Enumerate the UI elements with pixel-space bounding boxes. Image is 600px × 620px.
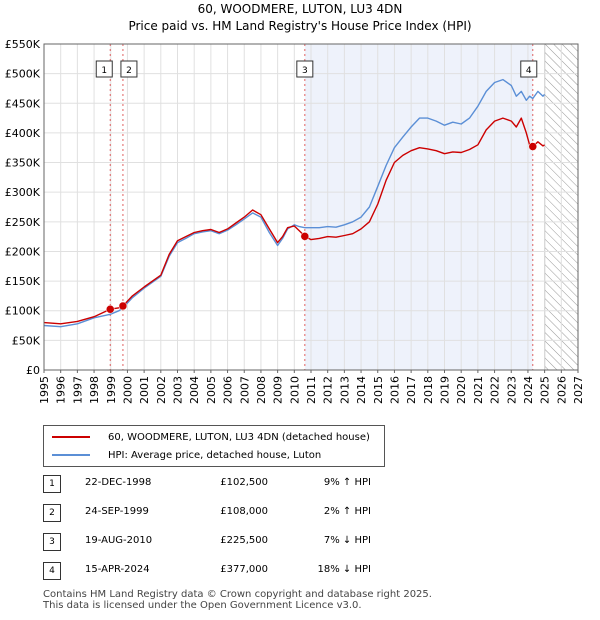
y-tick-label: £150K	[5, 275, 41, 288]
legend-label-property: 60, WOODMERE, LUTON, LU3 4DN (detached h…	[108, 431, 370, 443]
y-tick-label: £300K	[5, 186, 41, 199]
price-chart: 60, WOODMERE, LUTON, LU3 4DN Price paid …	[5, 2, 585, 404]
x-tick-label: 2015	[372, 376, 385, 404]
transaction-label-2: 2	[120, 60, 138, 78]
transaction-price: £102,500	[220, 477, 268, 488]
x-tick-label: 1999	[105, 376, 118, 404]
series-line-property	[43, 117, 545, 325]
x-tick-label: 2024	[522, 376, 535, 404]
y-tick-label: £50K	[12, 334, 41, 347]
transaction-number-1: 1	[43, 475, 61, 493]
transaction-date: 19-AUG-2010	[85, 535, 153, 546]
legend-item-property: 60, WOODMERE, LUTON, LU3 4DN (detached h…	[52, 429, 370, 445]
transaction-hpi: 2% ↑ HPI	[323, 506, 371, 517]
x-tick-label: 2012	[322, 376, 335, 404]
x-tick-label: 2002	[155, 376, 168, 404]
x-tick-label: 2025	[539, 376, 552, 404]
transaction-date: 15-APR-2024	[85, 564, 150, 575]
transaction-label-box	[95, 60, 113, 78]
legend-item-hpi: HPI: Average price, detached house, Luto…	[52, 447, 321, 463]
shaded-period	[304, 44, 533, 370]
x-tick-label: 2005	[205, 376, 218, 404]
transaction-label-text: 1	[101, 66, 107, 76]
x-tick-label: 2023	[505, 376, 518, 404]
legend-label-hpi: HPI: Average price, detached house, Luto…	[108, 449, 322, 461]
legend: 60, WOODMERE, LUTON, LU3 4DN (detached h…	[43, 425, 385, 467]
x-tick-label: 2010	[288, 376, 301, 404]
x-tick-label: 2017	[405, 376, 418, 404]
chart-title: 60, WOODMERE, LUTON, LU3 4DN	[198, 2, 403, 16]
y-tick-label: £0	[26, 364, 40, 377]
x-tick-label: 2019	[439, 376, 452, 404]
x-tick-label: 2001	[138, 376, 151, 404]
transaction-label-text: 4	[526, 66, 532, 76]
table-row: 3 19-AUG-2010 £225,500 7% ↓ HPI	[43, 530, 403, 559]
y-tick-label: £550K	[5, 38, 41, 51]
transactions-table: 1 22-DEC-1998 £102,500 9% ↑ HPI 2 24-SEP…	[43, 472, 403, 588]
table-row: 2 24-SEP-1999 £108,000 2% ↑ HPI	[43, 501, 403, 530]
x-tick-label: 2014	[355, 376, 368, 404]
transaction-date: 22-DEC-1998	[85, 477, 152, 488]
y-tick-label: £400K	[5, 127, 41, 140]
x-tick-label: 2007	[238, 376, 251, 404]
table-row: 4 15-APR-2024 £377,000 18% ↓ HPI	[43, 559, 403, 588]
transaction-label-1: 1	[95, 60, 113, 78]
transaction-hpi: 18% ↓ HPI	[317, 564, 371, 575]
x-tick-label: 2009	[272, 376, 285, 404]
series-line-hpi	[43, 78, 546, 328]
transaction-price: £377,000	[220, 564, 268, 575]
transaction-date: 24-SEP-1999	[85, 506, 149, 517]
transaction-marker-1	[105, 304, 115, 314]
transaction-label-4: 4	[520, 60, 538, 78]
x-tick-label: 2008	[255, 376, 268, 404]
footer: Contains HM Land Registry data © Crown c…	[43, 589, 432, 611]
legend-swatch-property	[52, 436, 90, 438]
transaction-label-box	[296, 60, 314, 78]
x-tick-label: 2022	[489, 376, 502, 404]
legend-swatch-hpi	[52, 454, 90, 456]
x-tick-label: 1997	[71, 376, 84, 404]
transaction-hpi: 9% ↑ HPI	[323, 477, 371, 488]
x-tick-label: 2016	[388, 376, 401, 404]
transaction-label-3: 3	[296, 60, 314, 78]
footer-copyright: Contains HM Land Registry data © Crown c…	[43, 589, 432, 600]
y-tick-label: £350K	[5, 157, 41, 170]
table-row: 1 22-DEC-1998 £102,500 9% ↑ HPI	[43, 472, 403, 501]
transaction-price: £108,000	[220, 506, 268, 517]
y-tick-label: £250K	[5, 216, 41, 229]
y-tick-label: £500K	[5, 68, 41, 81]
transaction-marker-2	[118, 301, 128, 311]
x-tick-label: 2021	[472, 376, 485, 404]
transaction-label-text: 3	[302, 66, 308, 76]
transaction-number-3: 3	[43, 533, 61, 551]
x-tick-label: 1995	[38, 376, 51, 404]
transaction-label-text: 2	[126, 66, 132, 76]
transaction-price: £225,500	[220, 535, 268, 546]
x-tick-label: 2027	[572, 376, 585, 404]
y-tick-label: £450K	[5, 97, 41, 110]
x-tick-label: 2004	[188, 376, 201, 404]
x-tick-label: 1996	[55, 376, 68, 404]
x-tick-label: 2020	[455, 376, 468, 404]
transaction-hpi: 7% ↓ HPI	[323, 535, 371, 546]
footer-licence: This data is licensed under the Open Gov…	[43, 600, 362, 611]
x-tick-label: 2013	[338, 376, 351, 404]
transaction-marker-3	[300, 232, 310, 241]
chart-subtitle: Price paid vs. HM Land Registry's House …	[128, 19, 471, 33]
x-tick-label: 2006	[222, 376, 235, 404]
transaction-number-2: 2	[43, 504, 61, 522]
x-tick-label: 2011	[305, 376, 318, 404]
transaction-marker-4	[528, 142, 538, 151]
x-tick-label: 2003	[172, 376, 185, 404]
transaction-label-box	[120, 60, 138, 78]
x-tick-label: 1998	[88, 376, 101, 404]
y-tick-label: £200K	[5, 245, 41, 258]
x-tick-label: 2000	[121, 376, 134, 404]
x-tick-label: 2026	[555, 376, 568, 404]
transaction-number-4: 4	[43, 562, 61, 580]
transaction-label-box	[520, 60, 538, 78]
x-tick-label: 2018	[422, 376, 435, 404]
y-tick-label: £100K	[5, 305, 41, 318]
plot-area: 1 2 3 4 £0 £50K £100K £150K £200K £250K £300K £350K…	[5, 38, 585, 404]
